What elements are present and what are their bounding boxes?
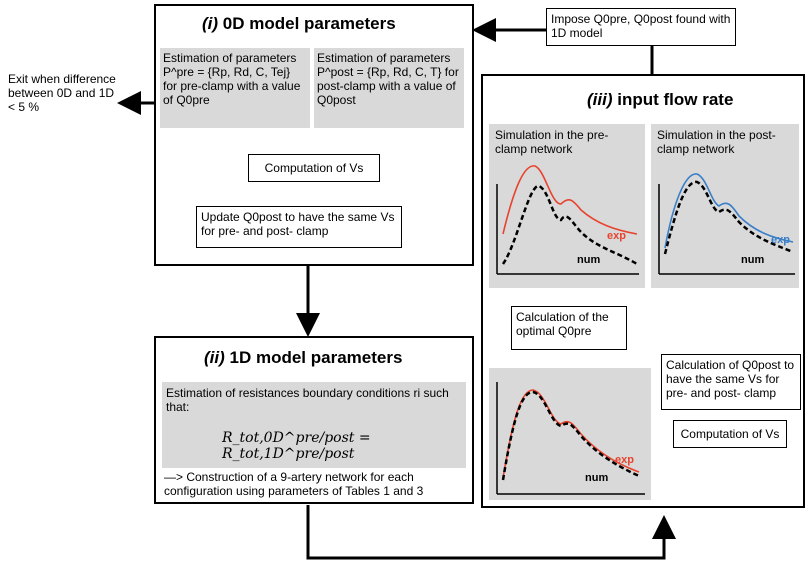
calc-optimal-box: Calculation of the optimal Q0pre [511, 306, 627, 350]
num-label-pre: num [577, 254, 601, 266]
construction-text: —> Construction of a 9-artery network fo… [164, 470, 424, 498]
pre-sim-panel: Simulation in the pre-clamp network exp … [489, 124, 645, 288]
box-0d-model: (i) 0D model parameters Estimation of pa… [154, 4, 474, 266]
box-input-flow: (iii) input flow rate Simulation in the … [481, 74, 805, 508]
impose-text: Impose Q0pre, Q0post found with 1D model [551, 12, 731, 40]
impose-box: Impose Q0pre, Q0post found with 1D model [546, 8, 736, 46]
equation: R_tot,0D^pre/post = R_tot,1D^pre/post [222, 430, 371, 462]
vs-computation-box: Computation of Vs [248, 154, 380, 182]
update-box: Update Q0post to have the same Vs for pr… [196, 206, 402, 248]
exit-text: Exit when difference between 0D and 1D <… [8, 72, 116, 114]
estimation-text: Estimation of resistances boundary condi… [166, 386, 449, 414]
exp-label-opt: exp [615, 454, 634, 466]
arrow-1d-to-iii [306, 505, 676, 560]
pre-estimation-box: Estimation of parameters P^pre = {Rp, Rd… [160, 48, 310, 128]
sim-pre-label: Simulation in the pre-clamp network [495, 128, 609, 156]
pre-sim-plot [496, 165, 639, 275]
sim-post-label: Simulation in the post-clamp network [657, 128, 776, 156]
exp-label-pre: exp [607, 230, 626, 242]
optimal-sim-panel: exp num [489, 368, 651, 500]
optimal-sim-plot [496, 382, 645, 495]
post-sim-panel: Simulation in the post-clamp network exp… [651, 124, 799, 288]
exp-label-post: exp [771, 234, 790, 246]
num-label-opt: num [585, 472, 609, 484]
title-iii: (iii) input flow rate [587, 90, 734, 109]
comp-vs-box: Computation of Vs [673, 420, 787, 448]
calc-q0post-box: Calculation of Q0post to have the same V… [661, 354, 801, 410]
resistance-box: Estimation of resistances boundary condi… [162, 382, 466, 468]
title-0d: (i) 0D model parameters [202, 14, 396, 33]
post-sim-plot [658, 173, 795, 275]
num-label-post: num [741, 254, 765, 266]
post-estimation-box: Estimation of parameters P^post = {Rp, R… [314, 48, 464, 128]
box-1d-model: (ii) 1D model parameters Estimation of r… [154, 336, 474, 504]
title-1d: (ii) 1D model parameters [204, 348, 403, 367]
